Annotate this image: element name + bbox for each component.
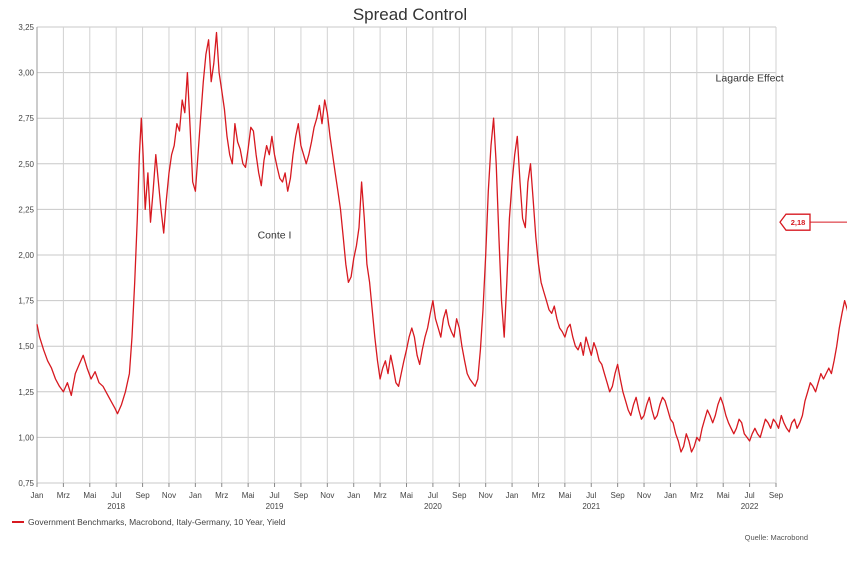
y-tick-label: 3,00 <box>18 69 34 78</box>
x-tick-label: Jul <box>111 491 121 500</box>
y-tick-label: 1,25 <box>18 388 34 397</box>
x-tick-label: Jul <box>744 491 754 500</box>
x-tick-label: Mai <box>242 491 255 500</box>
y-tick-label: 3,25 <box>18 23 34 32</box>
x-tick-label: Jul <box>269 491 279 500</box>
x-tick-label: Sep <box>294 491 309 500</box>
x-tick-label: Nov <box>479 491 493 500</box>
y-tick-label: 1,50 <box>18 342 34 351</box>
x-tick-label: Sep <box>135 491 150 500</box>
last-value-label: 2,18 <box>791 218 806 227</box>
x-tick-label: Mrz <box>215 491 228 500</box>
x-year-label: 2022 <box>741 502 759 511</box>
x-tick-label: Mrz <box>532 491 545 500</box>
x-tick-label: Jan <box>31 491 44 500</box>
legend-label: Government Benchmarks, Macrobond, Italy-… <box>28 517 286 527</box>
chart-title: Spread Control <box>353 5 467 24</box>
x-tick-label: Nov <box>637 491 651 500</box>
x-tick-label: Mrz <box>373 491 386 500</box>
y-tick-label: 0,75 <box>18 479 34 488</box>
x-axis-ticks: Jan Mrz Mai Jul Sep Nov Jan Mrz Mai Jul Sep Nov Jan M… <box>31 483 784 511</box>
source-note: Quelle: Macrobond <box>745 533 808 542</box>
y-tick-label: 1,75 <box>18 297 34 306</box>
x-tick-label: Jul <box>586 491 596 500</box>
x-year-label: 2018 <box>107 502 125 511</box>
x-tick-label: Jan <box>189 491 202 500</box>
gridlines <box>36 26 777 484</box>
x-tick-label: Jul <box>428 491 438 500</box>
y-tick-label: 2,00 <box>18 251 34 260</box>
x-tick-label: Mrz <box>690 491 703 500</box>
y-tick-label: 2,25 <box>18 205 34 214</box>
y-tick-label: 1,00 <box>18 433 34 442</box>
x-tick-label: Jan <box>664 491 677 500</box>
x-tick-label: Nov <box>320 491 334 500</box>
last-value-badge <box>779 213 811 231</box>
series-line <box>36 31 847 453</box>
x-tick-label: Mrz <box>57 491 70 500</box>
x-year-label: 2021 <box>582 502 600 511</box>
x-tick-label: Sep <box>452 491 467 500</box>
x-tick-label: Mai <box>83 491 96 500</box>
y-axis-ticks: 0,75 1,00 1,25 1,50 1,75 2,00 2,25 2,50 2,75 3,00… <box>18 23 34 488</box>
x-tick-label: Sep <box>611 491 626 500</box>
x-year-label: 2019 <box>266 502 284 511</box>
series-layer <box>36 31 847 453</box>
x-tick-label: Mai <box>558 491 571 500</box>
annotation-label: Lagarde Effect <box>716 73 784 85</box>
x-tick-label: Jan <box>506 491 519 500</box>
x-tick-label: Mai <box>717 491 730 500</box>
x-year-label: 2020 <box>424 502 442 511</box>
x-tick-label: Sep <box>769 491 784 500</box>
x-tick-label: Jan <box>347 491 360 500</box>
y-tick-label: 2,50 <box>18 160 34 169</box>
x-tick-label: Nov <box>162 491 176 500</box>
y-tick-label: 2,75 <box>18 114 34 123</box>
annotation-label: Conte I <box>258 230 292 242</box>
x-tick-label: Mai <box>400 491 413 500</box>
